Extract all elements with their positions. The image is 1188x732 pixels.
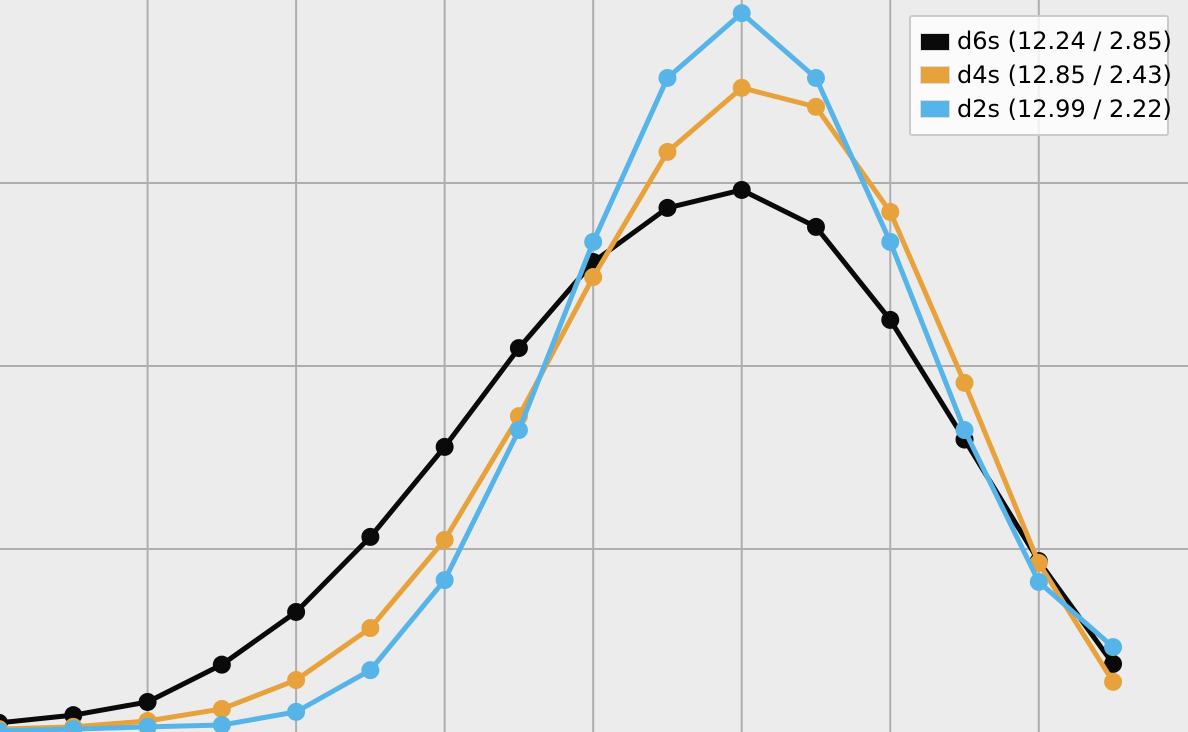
data-point-marker-d6s <box>1104 654 1123 673</box>
data-point-marker-d2s <box>806 68 825 87</box>
legend-swatch-d2s <box>920 100 950 119</box>
data-point-marker-d4s <box>806 97 825 116</box>
data-point-marker-d4s <box>435 530 454 549</box>
data-point-marker-d2s <box>658 68 677 87</box>
data-point-marker-d6s <box>806 217 825 236</box>
data-point-marker-d2s <box>138 717 157 732</box>
data-point-marker-d4s <box>1104 672 1123 691</box>
data-point-marker-d4s <box>732 78 751 97</box>
data-point-marker-d2s <box>732 4 751 23</box>
data-point-marker-d2s <box>1029 572 1048 591</box>
data-point-marker-d6s <box>212 655 231 674</box>
series-line-d2s <box>0 10 1116 732</box>
data-point-marker-d2s <box>0 721 9 732</box>
data-point-marker-d6s <box>287 602 306 621</box>
data-point-marker-d2s <box>881 232 900 251</box>
data-point-marker-d2s <box>361 661 380 680</box>
data-point-marker-d4s <box>287 671 306 690</box>
data-point-marker-d2s <box>212 716 231 732</box>
legend-item-d4s: d4s (12.85 / 2.43) <box>920 62 1172 89</box>
data-point-marker-d4s <box>881 202 900 221</box>
data-point-marker-d2s <box>287 702 306 721</box>
series-line-d6s <box>0 187 1116 726</box>
data-point-marker-d6s <box>435 437 454 456</box>
data-point-marker-d6s <box>658 198 677 217</box>
legend-label-d6s: d6s (12.24 / 2.85) <box>957 27 1172 56</box>
legend: d6s (12.24 / 2.85) d4s (12.85 / 2.43) d2… <box>909 15 1172 136</box>
data-point-marker-d6s <box>138 692 157 711</box>
legend-swatch-d6s <box>920 32 950 51</box>
legend-swatch-d4s <box>920 66 950 85</box>
legend-label-d4s: d4s (12.85 / 2.43) <box>957 61 1172 90</box>
data-point-marker-d4s <box>584 268 603 287</box>
data-point-marker-d2s <box>1104 638 1123 657</box>
data-point-marker-d4s <box>361 619 380 638</box>
data-point-marker-d4s <box>212 699 231 718</box>
data-point-marker-d6s <box>732 180 751 199</box>
data-point-marker-d6s <box>361 527 380 546</box>
data-point-marker-d2s <box>584 232 603 251</box>
legend-item-d6s: d6s (12.24 / 2.85) <box>920 28 1172 55</box>
data-point-marker-d4s <box>955 373 974 392</box>
data-point-marker-d6s <box>881 310 900 329</box>
data-point-marker-d2s <box>64 720 83 732</box>
data-point-marker-d4s <box>658 142 677 161</box>
legend-item-d2s: d2s (12.99 / 2.22) <box>920 96 1172 123</box>
data-point-marker-d6s <box>509 339 528 358</box>
data-point-marker-d2s <box>435 571 454 590</box>
legend-label-d2s: d2s (12.99 / 2.22) <box>957 95 1172 124</box>
series-line-d4s <box>0 85 1116 732</box>
data-point-marker-d2s <box>509 421 528 440</box>
data-point-marker-d2s <box>955 421 974 440</box>
